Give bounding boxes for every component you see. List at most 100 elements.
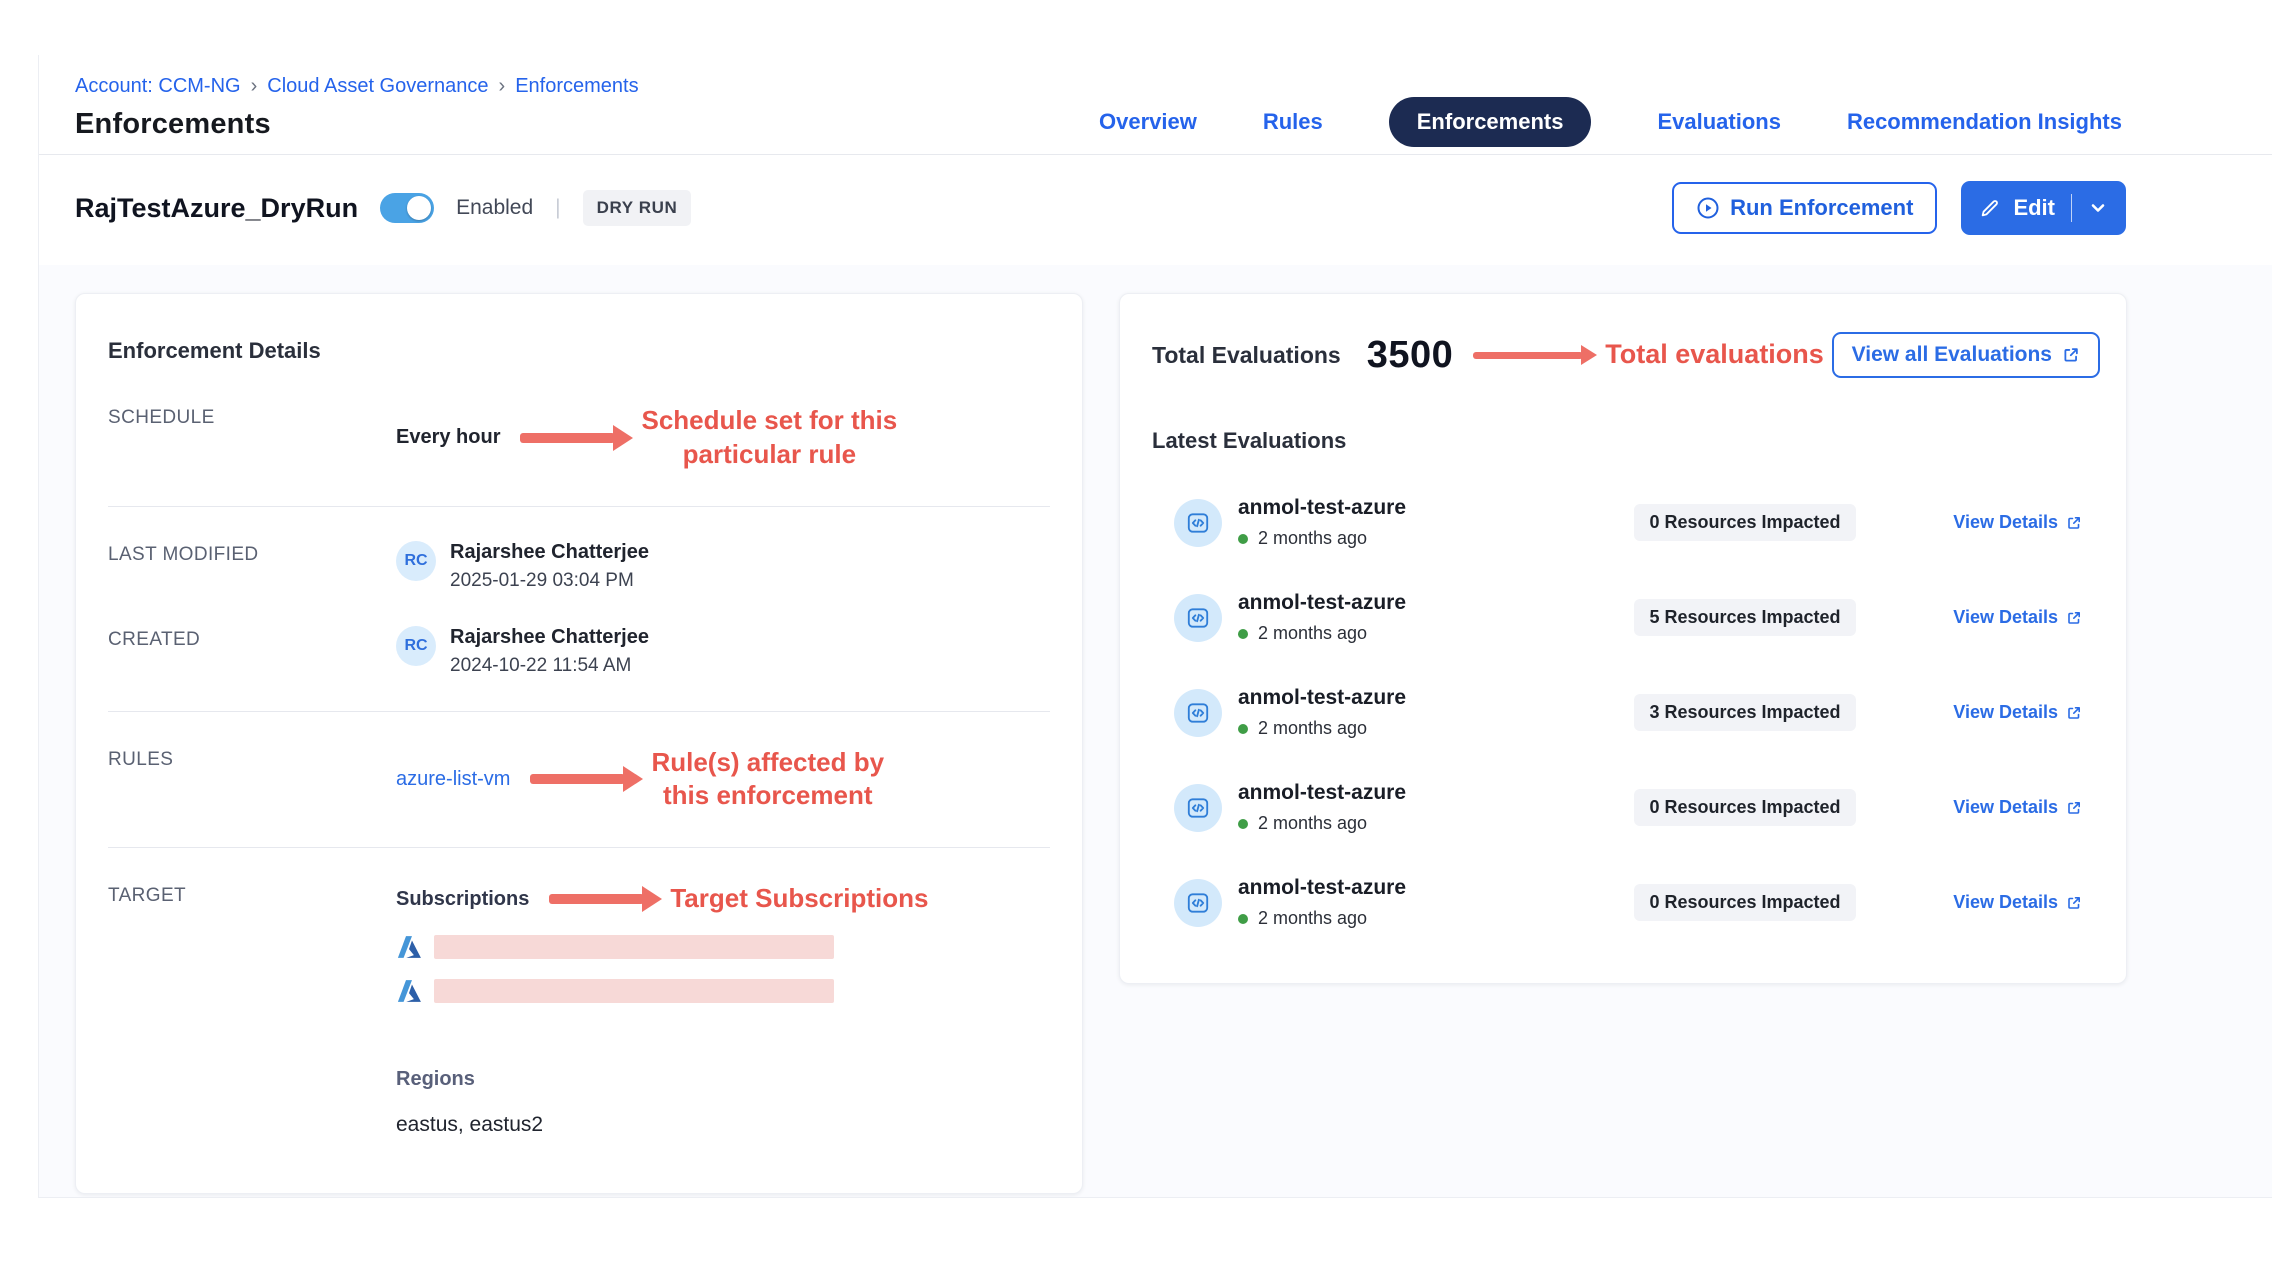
schedule-value: Every hour — [396, 426, 501, 449]
breadcrumb-governance-link[interactable]: Cloud Asset Governance — [267, 75, 489, 97]
rule-link[interactable]: azure-list-vm — [396, 767, 511, 790]
edit-dropdown-button[interactable] — [2088, 198, 2108, 218]
resources-impacted-badge: 0 Resources Impacted — [1634, 504, 1856, 541]
view-details-label: View Details — [1953, 607, 2058, 627]
last-modified-user: Rajarshee Chatterjee — [450, 540, 649, 563]
breadcrumb-account-link[interactable]: Account: CCM-NG — [75, 75, 241, 97]
enforcement-details-card: Enforcement Details SCHEDULE Every hour … — [75, 293, 1083, 1194]
page-title: Enforcements — [75, 108, 271, 140]
avatar: RC — [396, 540, 436, 581]
dry-run-badge: DRY RUN — [582, 190, 692, 226]
avatar: RC — [396, 625, 436, 666]
enforcement-header-bar: RajTestAzure_DryRun Enabled | DRY RUN Ru… — [39, 155, 2272, 265]
resources-impacted-badge: 5 Resources Impacted — [1634, 599, 1856, 636]
evaluation-time: 2 months ago — [1258, 908, 1368, 928]
view-details-label: View Details — [1953, 512, 2058, 532]
azure-icon — [396, 978, 422, 1004]
tab-recommendation-insights[interactable]: Recommendation Insights — [1846, 109, 2122, 134]
redacted-subscription-name — [434, 934, 834, 959]
tab-enforcements[interactable]: Enforcements — [1388, 97, 1592, 147]
total-evaluations-value: 3500 — [1366, 333, 1454, 376]
resources-impacted-badge: 0 Resources Impacted — [1634, 884, 1856, 921]
divider — [2071, 194, 2072, 222]
latest-evaluations-label: Latest Evaluations — [1152, 428, 1347, 453]
redacted-subscription-name — [434, 978, 834, 1003]
evaluation-row: anmol-test-azure 2 months ago 0 Resource… — [1152, 496, 2100, 549]
resources-impacted-badge: 0 Resources Impacted — [1634, 789, 1856, 826]
view-details-link[interactable]: View Details — [1953, 892, 2082, 913]
code-file-icon — [1174, 498, 1222, 547]
content-area: Enforcement Details SCHEDULE Every hour … — [39, 265, 2272, 1197]
status-dot — [1238, 818, 1248, 829]
evaluation-name: anmol-test-azure — [1238, 876, 1407, 899]
target-label: TARGET — [108, 885, 187, 907]
view-details-link[interactable]: View Details — [1953, 797, 2082, 818]
code-file-icon — [1174, 783, 1222, 832]
enabled-toggle[interactable] — [380, 193, 435, 223]
created-row: CREATED RC Rajarshee Chatterjee 2024-10-… — [76, 625, 1082, 677]
view-details-link[interactable]: View Details — [1953, 607, 2082, 628]
annotation-arrow-icon — [1473, 345, 1598, 365]
view-details-label: View Details — [1953, 892, 2058, 912]
rules-row: RULES azure-list-vm Rule(s) affected by … — [76, 746, 1082, 814]
tab-overview[interactable]: Overview — [1098, 109, 1197, 134]
code-file-icon — [1174, 593, 1222, 642]
evaluations-card-header: Total Evaluations 3500 Total evaluations… — [1152, 332, 2100, 378]
total-annotation: Total evaluations — [1605, 339, 1824, 370]
evaluation-row: anmol-test-azure 2 months ago 3 Resource… — [1152, 686, 2100, 739]
evaluation-time: 2 months ago — [1258, 528, 1368, 548]
breadcrumb-chevron-icon: › — [250, 75, 258, 97]
run-enforcement-button[interactable]: Run Enforcement — [1672, 182, 1938, 234]
view-all-evaluations-label: View all Evaluations — [1851, 343, 2052, 366]
code-file-icon — [1174, 688, 1222, 737]
enabled-label: Enabled — [456, 196, 534, 219]
evaluation-name: anmol-test-azure — [1238, 686, 1407, 709]
evaluation-name: anmol-test-azure — [1238, 591, 1407, 614]
regions-label: Regions — [396, 1067, 475, 1090]
status-dot — [1238, 628, 1248, 639]
status-dot — [1238, 723, 1248, 734]
view-all-evaluations-button[interactable]: View all Evaluations — [1831, 332, 2100, 378]
evaluation-row: anmol-test-azure 2 months ago 0 Resource… — [1152, 876, 2100, 929]
tab-evaluations[interactable]: Evaluations — [1657, 109, 1781, 134]
enforcement-identity: RajTestAzure_DryRun Enabled | DRY RUN — [75, 190, 692, 226]
details-card-title: Enforcement Details — [108, 338, 321, 363]
evaluation-name: anmol-test-azure — [1238, 496, 1407, 519]
schedule-label: SCHEDULE — [108, 407, 215, 428]
code-file-icon — [1174, 878, 1222, 927]
created-datetime: 2024-10-22 11:54 AM — [450, 654, 632, 676]
subscriptions-label: Subscriptions — [396, 887, 530, 910]
play-circle-icon — [1696, 196, 1720, 220]
status-dot — [1238, 913, 1248, 924]
evaluation-time: 2 months ago — [1258, 718, 1368, 738]
app-window: Account: CCM-NG › Cloud Asset Governance… — [38, 55, 2272, 1198]
enforcement-name: RajTestAzure_DryRun — [75, 192, 359, 223]
external-link-icon — [2066, 800, 2082, 816]
subscription-item — [396, 934, 1082, 960]
breadcrumb-chevron-icon: › — [498, 75, 506, 97]
view-details-label: View Details — [1953, 797, 2058, 817]
divider — [108, 505, 1050, 507]
azure-icon — [396, 934, 422, 960]
last-modified-row: LAST MODIFIED RC Rajarshee Chatterjee 20… — [76, 540, 1082, 592]
evaluation-row: anmol-test-azure 2 months ago 5 Resource… — [1152, 591, 2100, 644]
tab-rules[interactable]: Rules — [1262, 109, 1323, 134]
evaluation-time: 2 months ago — [1258, 813, 1368, 833]
edit-button-group: Edit — [1961, 181, 2126, 235]
edit-button[interactable]: Edit — [2013, 195, 2055, 220]
rules-annotation: Rule(s) affected by this enforcement — [651, 746, 885, 811]
external-link-icon — [2062, 346, 2080, 364]
subscription-item — [396, 978, 1082, 1004]
external-link-icon — [2066, 610, 2082, 626]
view-details-link[interactable]: View Details — [1953, 702, 2082, 723]
annotation-arrow-icon — [520, 424, 634, 451]
last-modified-label: LAST MODIFIED — [108, 543, 259, 565]
header-left: Account: CCM-NG › Cloud Asset Governance… — [75, 71, 639, 141]
rules-label: RULES — [108, 748, 174, 770]
annotation-arrow-icon — [530, 766, 644, 793]
schedule-annotation: Schedule set for this particular rule — [641, 405, 898, 469]
breadcrumb-enforcements-link[interactable]: Enforcements — [515, 75, 639, 97]
view-details-link[interactable]: View Details — [1953, 512, 2082, 533]
breadcrumb: Account: CCM-NG › Cloud Asset Governance… — [75, 75, 639, 98]
external-link-icon — [2066, 705, 2082, 721]
